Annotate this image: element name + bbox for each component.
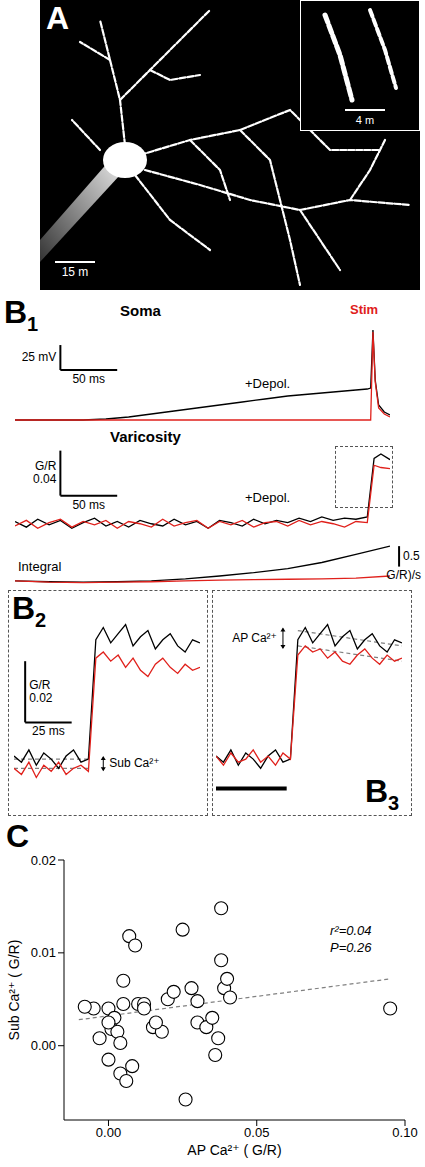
svg-text:0.00: 0.00	[96, 1125, 121, 1140]
svg-text:0.05: 0.05	[244, 1125, 269, 1140]
svg-text:0.10: 0.10	[392, 1125, 417, 1140]
html-text:B3: B3	[365, 773, 400, 814]
html-text:B1: B1	[4, 294, 39, 335]
html-text:50 ms: 50 ms	[72, 497, 106, 512]
svg-text:0.00: 0.00	[31, 1038, 56, 1053]
html-text:0.04: 0.04	[33, 472, 57, 487]
html-text:4 m: 4 m	[355, 114, 375, 126]
html-text:Varicosity: Varicosity	[110, 428, 181, 445]
html-text:+Depol.: +Depol.	[245, 490, 291, 505]
html-text:A: A	[46, 0, 70, 36]
html-text:G/R: G/R	[35, 459, 57, 474]
html-text:P=0.26: P=0.26	[330, 940, 372, 955]
html-text:AP Ca²⁺: AP Ca²⁺	[232, 630, 277, 645]
html-text:Integral: Integral	[18, 559, 62, 574]
html-text:25 ms: 25 ms	[32, 724, 65, 739]
html-text:Stim: Stim	[350, 302, 379, 317]
html-text:Sub Ca²⁺ ( G/R): Sub Ca²⁺ ( G/R)	[6, 939, 22, 1041]
html-text:Sub Ca²⁺: Sub Ca²⁺	[109, 756, 160, 771]
html-text:C: C	[6, 818, 30, 854]
html-text:+Depol.: +Depol.	[245, 376, 291, 391]
html-text:r²=0.04: r²=0.04	[330, 923, 372, 938]
svg-text:0.01: 0.01	[31, 945, 56, 960]
svg-text:0.02: 0.02	[31, 853, 56, 868]
html-text:50 ms: 50 ms	[72, 372, 106, 386]
html-text:25 mV: 25 mV	[21, 350, 57, 364]
html-text:0.02: 0.02	[29, 690, 53, 705]
html-text:G/R)/s: G/R)/s	[386, 567, 421, 582]
html-text:AP Ca²⁺ ( G/R): AP Ca²⁺ ( G/R)	[187, 1142, 282, 1158]
html-text:Soma: Soma	[120, 302, 161, 319]
html-text:0.5: 0.5	[403, 548, 420, 563]
html-text:G/R: G/R	[29, 677, 51, 692]
html-text:B2: B2	[12, 590, 47, 631]
html-text:15 m: 15 m	[61, 265, 89, 279]
